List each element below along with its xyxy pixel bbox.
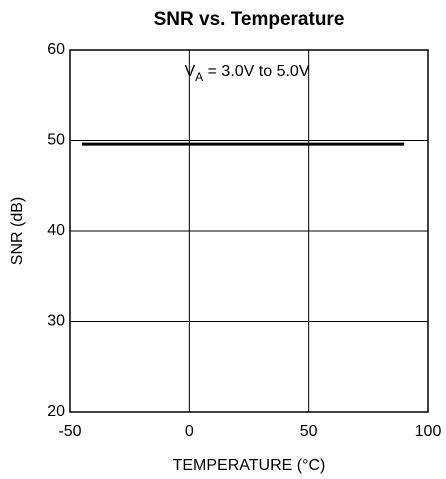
x-tick-label: 50 (300, 423, 318, 440)
annotation-text: V (185, 63, 196, 80)
chart-title: SNR vs. Temperature (154, 9, 345, 30)
x-tick-label: -50 (58, 423, 81, 440)
annotation-subscript: A (195, 70, 203, 84)
y-tick-label: 20 (47, 403, 65, 420)
x-tick-label: 0 (185, 423, 194, 440)
x-axis-label: TEMPERATURE (°C) (173, 457, 326, 474)
annotation-text: = 3.0V to 5.0V (203, 63, 310, 80)
y-tick-label: 30 (47, 313, 65, 330)
plot-frame (69, 49, 429, 413)
y-axis-label: SNR (dB) (9, 197, 26, 265)
y-tick-label: 50 (47, 132, 65, 149)
y-tick-label: 60 (47, 41, 65, 58)
x-tick-label: 100 (415, 423, 442, 440)
y-tick-label: 40 (47, 222, 65, 239)
annotation: VA = 3.0V to 5.0V (185, 63, 310, 84)
